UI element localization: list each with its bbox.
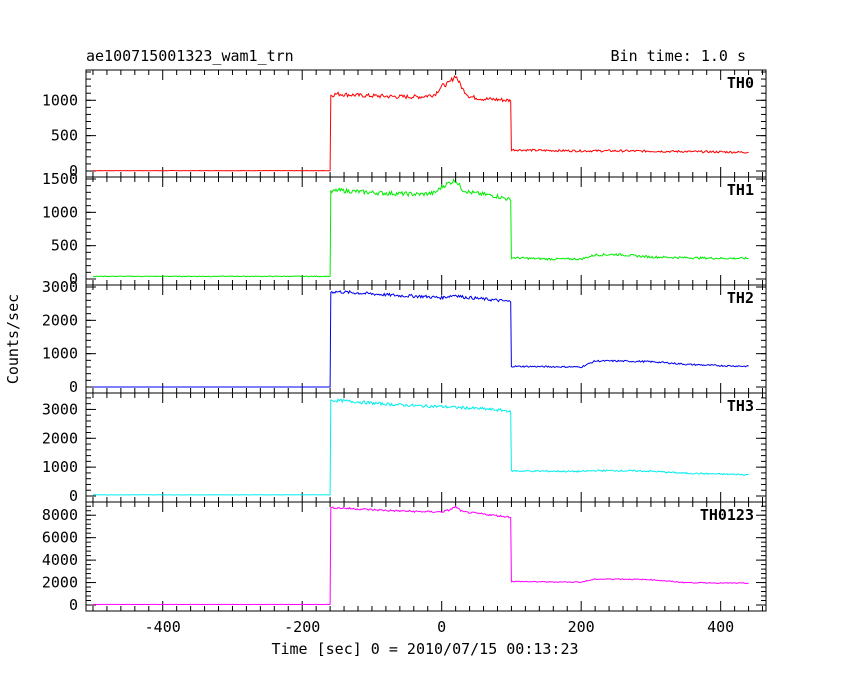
series-line-TH0 [93,75,749,172]
y-axis-label: Counts/sec [4,294,22,384]
y-tick-label-TH1-0: 0 [69,270,78,288]
y-tick-label-TH1-3: 1500 [42,170,78,188]
series-line-TH3 [92,398,749,496]
series-line-TH0123 [92,505,749,606]
y-tick-label-TH0-0: 0 [69,162,78,180]
y-tick-label-TH2-2: 2000 [42,311,78,329]
panel-frame-TH0 [85,69,767,178]
x-tick-label-3: 200 [568,618,595,636]
y-tick-label-TH2-1: 1000 [42,345,78,363]
x-axis-label: Time [sec] 0 = 2010/07/15 00:13:23 [271,640,578,658]
panel-frame-TH3 [85,392,767,503]
y-tick-label-TH3-3: 3000 [42,400,78,418]
y-tick-label-TH1-2: 1000 [42,203,78,221]
y-tick-label-TH0123-4: 8000 [42,506,78,524]
x-tick-label-2: 0 [437,618,446,636]
panel-frame-TH0123 [85,501,767,612]
y-tick-label-TH0-2: 1000 [42,91,78,109]
y-tick-label-TH0123-2: 4000 [42,551,78,569]
y-tick-label-TH2-0: 0 [69,378,78,396]
x-tick-label-4: 400 [707,618,734,636]
series-label-TH2: TH2 [727,289,754,307]
y-tick-label-TH3-2: 2000 [42,429,78,447]
y-tick-label-TH3-0: 0 [69,487,78,505]
y-tick-label-TH0123-0: 0 [69,596,78,614]
panels: 05001000TH0050010001500TH10100020003000T… [42,69,767,636]
y-tick-label-TH2-3: 3000 [42,278,78,296]
y-tick-label-TH1-1: 500 [51,237,78,255]
panel-frame-TH2 [85,284,767,394]
y-tick-label-TH0-1: 500 [51,127,78,145]
series-line-TH2 [93,289,749,388]
x-tick-label-0: -400 [145,618,181,636]
y-tick-label-TH0123-3: 6000 [42,529,78,547]
chart-subtitle: Bin time: 1.0 s [611,47,746,65]
series-label-TH0123: TH0123 [700,506,754,524]
series-label-TH0: TH0 [727,74,754,92]
y-tick-label-TH3-1: 1000 [42,458,78,476]
series-line-TH1 [92,178,749,278]
chart-title: ae100715001323_wam1_trn [86,47,294,65]
y-tick-label-TH0123-1: 2000 [42,574,78,592]
x-tick-label-1: -200 [284,618,320,636]
series-label-TH1: TH1 [727,181,754,199]
series-label-TH3: TH3 [727,397,754,415]
